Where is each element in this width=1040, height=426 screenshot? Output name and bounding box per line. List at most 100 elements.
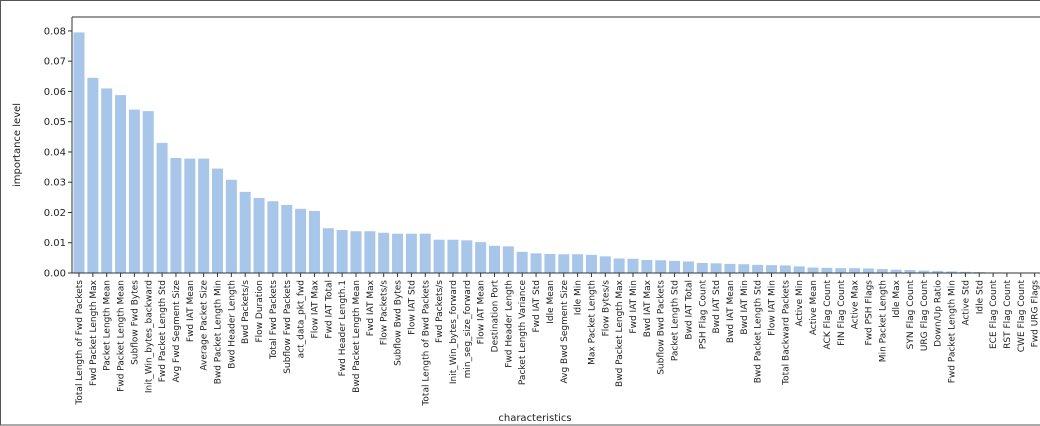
x-tick-label: Bwd Header Length (227, 280, 237, 369)
x-tick-label: RST Flag Count (1003, 280, 1013, 349)
bar (641, 260, 652, 273)
x-tick-label: Fwd URG Flags (1031, 280, 1040, 348)
bar (212, 169, 223, 273)
x-tick-label: Bwd IAT Total (684, 280, 694, 340)
x-tick-label: Fwd Header Length.1 (338, 280, 348, 376)
x-tick-label: Flow Bytes/s (601, 280, 611, 337)
y-tick-label: 0.03 (44, 178, 66, 189)
bar (74, 32, 85, 273)
bar (531, 253, 542, 273)
bar (184, 159, 195, 273)
x-tick-label: Fwd Packet Length Min (948, 280, 958, 383)
x-tick-label: Fwd IAT Total (324, 280, 334, 339)
chart: characteristics importance level 0.000.0… (0, 0, 1040, 426)
x-tick-label: Packet Length Std (671, 280, 681, 361)
bar (503, 246, 514, 273)
bar (267, 201, 278, 273)
x-tick-label: ACK Flag Count (823, 280, 833, 350)
x-tick-label: Total Length of Fwd Packets (75, 280, 85, 406)
bar (766, 265, 777, 273)
x-tick-label: Bwd Packet Length Max (615, 279, 625, 387)
bar (309, 211, 320, 273)
bar (323, 228, 334, 273)
x-tick-label: Avg Bwd Segment Size (560, 280, 570, 384)
x-tick-label: Bwd Packet Length Std (754, 280, 764, 383)
bar (101, 88, 112, 273)
bar (738, 264, 749, 273)
x-tick-label: Flow IAT Max (310, 279, 320, 338)
bar (295, 209, 306, 273)
x-tick-label: Subflow Fwd Packets (283, 280, 293, 374)
x-tick-label: Subflow Bwd Bytes (394, 280, 404, 366)
y-axis-label: importance level (12, 103, 23, 187)
bar (281, 205, 292, 273)
bar (517, 252, 528, 273)
bar (392, 234, 403, 273)
x-tick-label: Init_Win_bytes_backward (144, 280, 154, 393)
bar (87, 78, 98, 273)
bar (697, 263, 708, 273)
x-tick-label: Flow IAT Mean (477, 280, 487, 344)
bar (544, 254, 555, 273)
bar (683, 262, 694, 273)
bar (115, 95, 126, 273)
x-tick-label: URG Flag Count (920, 280, 930, 352)
y-tick-label: 0.01 (44, 238, 66, 249)
x-tick-label: Bwd Packets/s (241, 280, 251, 344)
bar (752, 265, 763, 273)
y-tick-label: 0.02 (44, 208, 66, 219)
bar (198, 159, 209, 273)
x-tick-label: Bwd Packet Length Min (214, 280, 224, 384)
bar (447, 240, 458, 273)
bar (711, 263, 722, 273)
bar (724, 264, 735, 273)
bar (337, 230, 348, 273)
bar (434, 240, 445, 273)
x-tick-label: Fwd IAT Mean (186, 280, 196, 342)
x-tick-label: Average Packet Size (200, 280, 210, 371)
bar (558, 254, 569, 273)
x-tick-label: Packet Length Mean (103, 280, 113, 371)
x-tick-label: Total Backward Packets (781, 280, 791, 386)
x-tick-label: Bwd IAT Mean (726, 280, 736, 343)
bar (808, 268, 819, 273)
y-tick-label: 0.00 (44, 269, 66, 280)
bar (254, 198, 265, 273)
x-tick-label: Fwd Header Length (504, 280, 514, 368)
bar (475, 242, 486, 273)
x-tick-label: Bwd IAT Max (643, 279, 653, 337)
x-tick-label: min_seg_size_forward (463, 280, 473, 378)
bar (240, 192, 251, 273)
x-tick-label: Active Min (795, 280, 805, 327)
bar (489, 246, 500, 273)
x-tick-label: Fwd IAT Min (629, 280, 639, 334)
bar (849, 268, 860, 273)
x-tick-label: PSH Flag Count (698, 280, 708, 350)
x-tick-label: ECE Flag Count (989, 280, 999, 349)
x-tick-label: act_data_pkt_fwd (297, 280, 307, 358)
bar (780, 265, 791, 273)
x-tick-label: Fwd Packet Length Std (158, 280, 168, 382)
bar (378, 233, 389, 273)
bar (655, 260, 666, 273)
bar (351, 231, 362, 273)
x-tick-label: Fwd IAT Max (366, 279, 376, 336)
x-tick-label: Idle Min (574, 280, 584, 315)
x-tick-label: Total Fwd Packets (269, 280, 279, 360)
x-tick-label: Avg Fwd Segment Size (172, 280, 182, 383)
y-tick-label: 0.08 (44, 26, 66, 37)
bar (406, 234, 417, 273)
x-tick-label: Idle Mean (546, 280, 556, 324)
x-tick-label: Fwd Packets/s (435, 280, 445, 343)
bar (628, 259, 639, 273)
x-tick-label: Flow Duration (255, 280, 265, 343)
x-tick-label: Flow Packets/s (380, 280, 390, 346)
bar (157, 143, 168, 273)
page: characteristics importance level 0.000.0… (0, 0, 1040, 426)
x-tick-label: Down/Up Ratio (934, 280, 944, 347)
x-tick-label: Fwd Packet Length Mean (117, 280, 127, 392)
bar (877, 269, 888, 273)
bar (129, 110, 140, 273)
x-tick-label: Packet Length Variance (518, 280, 528, 386)
bar (143, 111, 154, 273)
